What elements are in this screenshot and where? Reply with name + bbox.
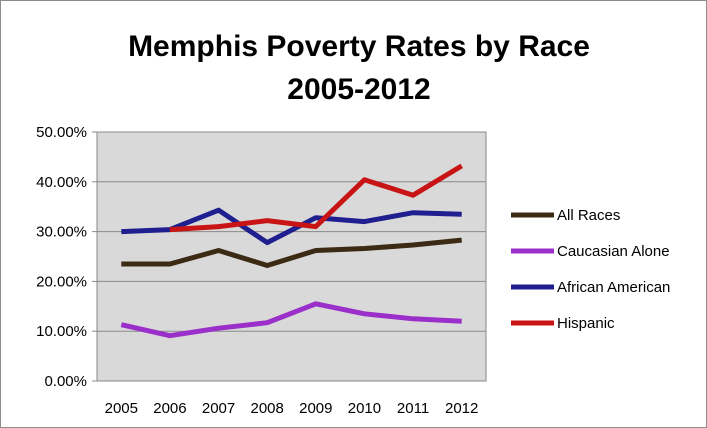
legend-label-hispanic: Hispanic: [557, 315, 615, 332]
legend-label-african-american: African American: [557, 279, 670, 296]
x-axis: 2005 2006 2007 2008 2009 2010 2011 2012: [105, 400, 479, 417]
legend-label-caucasian-alone: Caucasian Alone: [557, 243, 670, 260]
y-tick-label: 10.00%: [36, 323, 87, 340]
y-axis: 0.00% 10.00% 20.00% 30.00% 40.00% 50.00%: [36, 124, 97, 390]
x-tick-label: 2011: [397, 400, 429, 417]
y-tick-label: 0.00%: [44, 373, 87, 390]
x-tick-label: 2007: [202, 400, 235, 417]
y-tick-label: 40.00%: [36, 174, 87, 191]
x-tick-label: 2008: [251, 400, 284, 417]
legend-label-all-races: All Races: [557, 207, 620, 224]
x-tick-label: 2012: [445, 400, 478, 417]
y-tick-label: 30.00%: [36, 224, 87, 241]
x-tick-label: 2005: [105, 400, 138, 417]
legend: All Races Caucasian Alone African American…: [511, 207, 670, 332]
x-tick-label: 2006: [153, 400, 186, 417]
x-tick-label: 2010: [348, 400, 381, 417]
chart-title-line-1: Memphis Poverty Rates by Race: [128, 30, 590, 63]
y-tick-label: 20.00%: [36, 273, 87, 290]
x-tick-label: 2009: [299, 400, 332, 417]
y-tick-label: 50.00%: [36, 124, 87, 141]
chart-title-line-2: 2005-2012: [287, 73, 430, 106]
